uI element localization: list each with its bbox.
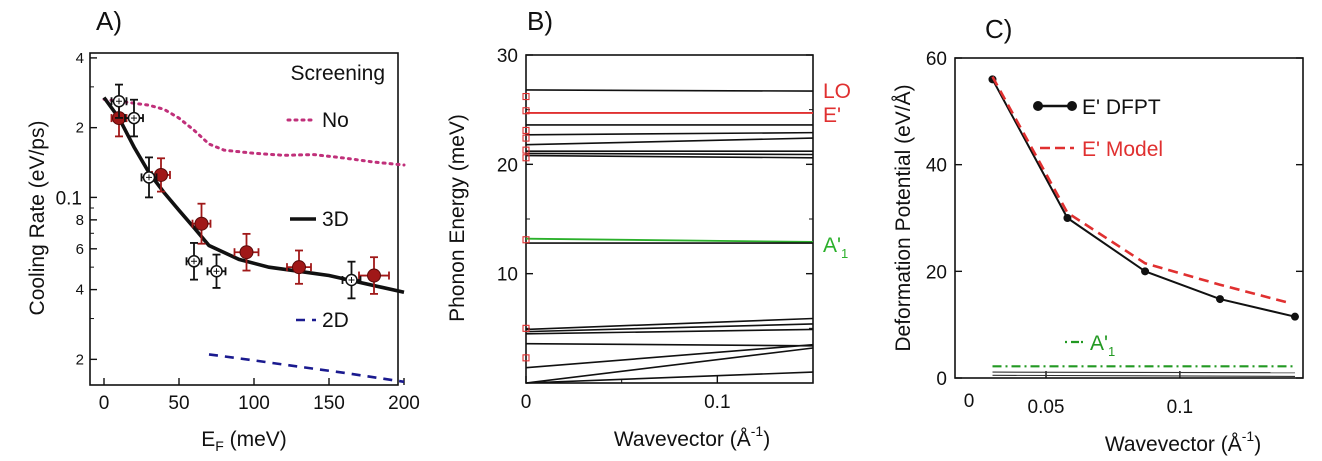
legend-label-model: E' Model — [1082, 138, 1163, 161]
y-tick-label-b: 10 — [497, 265, 518, 286]
y-tick-label-a: 4 — [76, 50, 84, 67]
axes-frame-a — [89, 52, 399, 386]
x-axis-label-c: Wavevector (Å-1) — [1105, 428, 1261, 456]
gamma-marker — [522, 92, 530, 101]
gamma-marker — [522, 236, 530, 244]
y-tick-label-a: 2 — [76, 351, 84, 368]
branch-b12 — [525, 323, 814, 333]
gamma-marker — [522, 354, 530, 362]
gamma-marker — [522, 324, 530, 332]
branch-b4 — [525, 131, 814, 136]
legend-marker-dfpt — [1033, 101, 1043, 111]
gamma-marker — [522, 154, 530, 162]
y-tick-label-c: 20 — [926, 262, 947, 283]
x-tick-label-a: 100 — [238, 393, 270, 414]
data-point-filled — [194, 216, 209, 231]
branch-label: LO — [823, 80, 851, 103]
x-tick-label-a: 200 — [388, 393, 420, 414]
panel-label-c: C) — [985, 14, 1012, 44]
branch-b15 — [525, 343, 814, 369]
y-tick-label-b: 30 — [497, 46, 518, 67]
panel-label-b: B) — [527, 6, 553, 36]
series-line-c — [992, 374, 1296, 377]
y-tick-label-a: 8 — [76, 212, 84, 229]
y-tick-label-a: 4 — [76, 282, 84, 299]
branch-A'1 — [525, 237, 814, 243]
y-axis-label-b: Phonon Energy (meV) — [446, 114, 469, 322]
x-axis-label-a: EF (meV) — [201, 428, 287, 454]
x-tick-label-a: 0 — [99, 393, 110, 414]
data-point-filled — [367, 268, 381, 283]
data-point-c — [1290, 312, 1299, 321]
legend-marker-dfpt — [1067, 101, 1077, 111]
branch-b17 — [525, 371, 814, 384]
series-line-dotted — [102, 97, 406, 167]
branch-label: E' — [823, 104, 841, 127]
data-point-filled — [239, 245, 254, 260]
y-tick-label-a: 2 — [76, 120, 84, 137]
y-tick-label-c: 60 — [926, 49, 947, 70]
series-line-dashed — [208, 353, 405, 384]
data-point-filled — [292, 260, 306, 275]
x-axis-label-b: Wavevector (Å-1) — [614, 423, 770, 451]
branch-label-a1: A'1 — [823, 234, 848, 261]
legend-label-a1: A'1 — [1090, 332, 1115, 359]
y-tick-label-c: 40 — [926, 156, 947, 177]
legend-label-dotted: No — [322, 109, 349, 132]
axes-frame-c — [954, 57, 1304, 379]
panel-a: A) 0 50 100 150 200 4 2 0.1 8 6 4 2 EF (meV) Cooling R… — [26, 6, 420, 454]
branch-b11 — [525, 317, 814, 331]
y-axis-label-a: Cooling Rate (eV/ps) — [26, 121, 49, 316]
gamma-marker — [522, 146, 530, 154]
legend-label-dfpt: E' DFPT — [1082, 96, 1161, 119]
legend-title-a: Screening — [290, 62, 385, 85]
x-tick-label-c: 0 — [964, 391, 975, 412]
series-line-c — [991, 76, 1288, 304]
y-tick-label-a: 6 — [76, 241, 84, 258]
branch-b16 — [525, 347, 814, 384]
panel-label-a: A) — [96, 6, 122, 36]
x-tick-label-a: 150 — [313, 393, 345, 414]
x-tick-label-c: 0.1 — [1167, 397, 1193, 418]
legend-label-dashed: 2D — [322, 309, 349, 332]
branch-b13 — [525, 328, 814, 335]
y-tick-label-c: 0 — [936, 369, 947, 390]
branch-b8 — [525, 154, 814, 159]
branch-b5 — [525, 137, 814, 146]
data-point-c — [1216, 295, 1225, 304]
series-line-c — [992, 371, 1296, 374]
branch-LO — [525, 89, 814, 92]
data-point-c — [1141, 267, 1150, 276]
x-tick-label-b: 0.1 — [704, 392, 730, 413]
y-axis-label-c: Deformation Potential (eV/Å) — [892, 84, 915, 351]
x-tick-label-c: 0.05 — [1028, 397, 1065, 418]
legend-label-solid: 3D — [322, 208, 349, 231]
x-tick-label-b: 0 — [521, 392, 532, 413]
gamma-marker — [522, 134, 530, 142]
y-tick-label-a: 0.1 — [56, 188, 82, 209]
data-point-c — [1063, 214, 1072, 222]
x-tick-label-a: 50 — [168, 393, 189, 414]
panel-c: C) 0 20 40 60 0 0.05 0.1 E' DFPT E' Model A'1 Defor… — [892, 14, 1304, 456]
branch-b14 — [525, 342, 814, 347]
branch-b7 — [525, 152, 814, 156]
y-tick-label-b: 20 — [497, 155, 518, 176]
panel-b: B) 10 20 30 0 0.1 LOE' A'1 Phonon Energy (meV) Wa… — [446, 6, 851, 451]
gamma-marker — [522, 107, 530, 115]
gamma-marker — [522, 126, 530, 134]
